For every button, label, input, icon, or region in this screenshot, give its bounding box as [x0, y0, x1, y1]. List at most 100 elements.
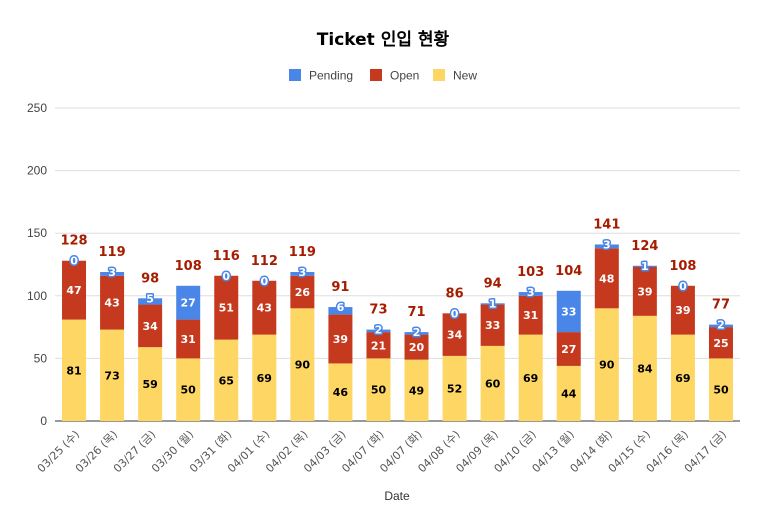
total-label: 73 — [369, 303, 387, 318]
bar-new — [594, 308, 619, 421]
total-label: 108 — [669, 259, 696, 274]
total-label: 91 — [331, 280, 349, 295]
bar-pending — [708, 324, 733, 328]
data-label-new: 81 — [66, 364, 81, 377]
data-label-new: 73 — [104, 369, 119, 382]
data-label-pending: 3 — [527, 286, 535, 299]
data-label-open: 39 — [637, 285, 652, 298]
bar-new — [176, 358, 201, 421]
bar-open — [138, 304, 163, 348]
data-label-new: 59 — [142, 378, 157, 391]
bar-open — [632, 267, 657, 316]
data-label-new: 65 — [219, 374, 234, 387]
data-label-pending: 5 — [146, 292, 154, 305]
data-label-pending: 6 — [337, 301, 345, 314]
bar-pending — [366, 329, 391, 333]
data-label-open: 47 — [66, 284, 81, 297]
bar-open — [62, 260, 87, 320]
data-label-new: 50 — [181, 384, 197, 397]
data-label-pending: 33 — [561, 305, 576, 318]
y-axis: 0 50 100 150 200 250 — [27, 101, 47, 428]
y-tick-label: 150 — [27, 226, 47, 240]
legend-label-pending: Pending — [309, 69, 353, 83]
total-label: 116 — [213, 249, 240, 264]
bar-pending — [290, 272, 315, 276]
bar-pending — [138, 298, 163, 305]
bar-open — [480, 304, 505, 346]
bar-new — [518, 334, 543, 421]
bar-open — [518, 295, 543, 335]
data-label-open: 31 — [523, 309, 538, 322]
bar-open — [328, 314, 353, 364]
data-label-pending: 3 — [108, 266, 116, 279]
y-tick-label: 250 — [27, 101, 47, 115]
bar-open — [290, 275, 315, 309]
data-label-new: 46 — [333, 386, 349, 399]
data-label-open: 51 — [219, 302, 234, 315]
data-labels: 8147012873433119593459850312710865510116… — [60, 217, 730, 400]
data-label-open: 33 — [485, 319, 500, 332]
bar-new — [556, 365, 581, 421]
data-label-pending: 27 — [181, 297, 196, 310]
bar-pending — [594, 244, 619, 249]
total-label: 128 — [60, 234, 87, 249]
bar-new — [480, 345, 505, 421]
legend-swatch-open — [370, 69, 382, 81]
total-label: 112 — [251, 254, 278, 269]
bar-open — [366, 332, 391, 359]
data-label-new: 44 — [561, 387, 577, 400]
bar-new — [252, 334, 277, 421]
bar-new — [100, 329, 125, 421]
data-label-pending: 2 — [413, 326, 421, 339]
bar-new — [214, 339, 239, 421]
total-label: 119 — [289, 245, 316, 260]
x-axis-title: Date — [384, 489, 410, 503]
bar-new — [670, 334, 695, 421]
data-label-pending: 1 — [641, 260, 649, 273]
data-label-new: 50 — [371, 384, 387, 397]
bar-open — [100, 275, 125, 330]
bar-open — [594, 248, 619, 309]
total-label: 104 — [555, 264, 582, 279]
bar-new — [632, 315, 657, 421]
data-label-pending: 0 — [70, 255, 78, 268]
legend-swatch-new — [433, 69, 445, 81]
data-label-open: 34 — [447, 329, 463, 342]
chart-title: Ticket 인입 현황 — [317, 30, 450, 50]
total-label: 77 — [712, 298, 730, 313]
total-label: 119 — [99, 245, 126, 260]
data-label-open: 25 — [713, 337, 728, 350]
bar-new — [290, 308, 315, 421]
data-label-pending: 0 — [451, 307, 459, 320]
bar-pending — [632, 265, 657, 268]
total-label: 124 — [631, 239, 658, 254]
bar-open — [176, 319, 201, 359]
total-label: 98 — [141, 271, 159, 286]
total-label: 71 — [407, 305, 425, 320]
data-label-open: 39 — [333, 333, 348, 346]
bar-pending — [100, 272, 125, 276]
total-label: 108 — [175, 259, 202, 274]
legend-swatch-pending — [289, 69, 301, 81]
data-label-new: 69 — [257, 372, 272, 385]
bars — [62, 244, 733, 421]
bar-open — [670, 285, 695, 335]
x-axis: 03/25 (수)03/26 (목)03/27 (금)03/30 (월)03/3… — [35, 428, 729, 475]
bar-pending — [404, 332, 429, 335]
data-label-pending: 0 — [679, 280, 687, 293]
data-label-open: 26 — [295, 286, 311, 299]
y-tick-label: 200 — [27, 164, 47, 178]
data-label-open: 27 — [561, 343, 576, 356]
total-label: 141 — [593, 217, 620, 232]
bar-pending — [556, 290, 581, 333]
data-label-open: 21 — [371, 339, 386, 352]
data-label-pending: 3 — [299, 266, 307, 279]
data-label-open: 43 — [104, 297, 119, 310]
y-tick-label: 50 — [34, 351, 48, 365]
bar-open — [708, 327, 733, 359]
data-label-pending: 1 — [489, 297, 497, 310]
y-tick-label: 0 — [40, 414, 47, 428]
bar-pending — [518, 292, 543, 296]
